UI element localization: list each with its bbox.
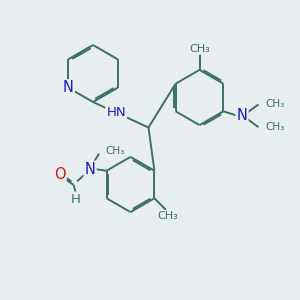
Text: HN: HN xyxy=(106,106,126,119)
Text: O: O xyxy=(54,167,66,182)
Text: CH₃: CH₃ xyxy=(189,44,210,54)
Text: CH₃: CH₃ xyxy=(157,211,178,221)
Text: N: N xyxy=(63,80,74,95)
Text: N: N xyxy=(85,162,95,177)
Text: CH₃: CH₃ xyxy=(265,122,284,132)
Text: H: H xyxy=(71,193,81,206)
Text: CH₃: CH₃ xyxy=(106,146,125,156)
Text: N: N xyxy=(237,108,248,123)
Text: CH₃: CH₃ xyxy=(265,99,284,110)
